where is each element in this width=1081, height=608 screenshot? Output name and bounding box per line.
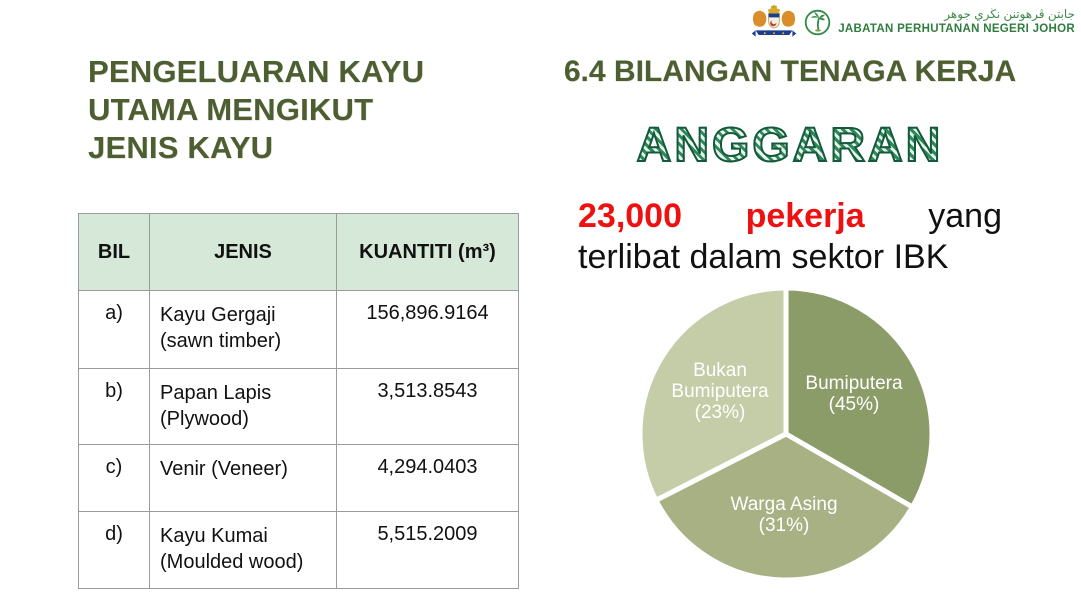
table-cell-jenis: Kayu Kumai (Moulded wood): [149, 511, 337, 589]
column-header-jenis: JENIS: [149, 213, 337, 291]
table-cell-bil: c): [78, 444, 150, 512]
table-cell-bil: d): [78, 511, 150, 589]
timber-table-body: a) Kayu Gergaji (sawn timber) 156,896.9164…: [78, 290, 519, 589]
table-cell-jenis: Kayu Gergaji (sawn timber): [149, 290, 337, 369]
anggaran-wordart: ANGGARAN: [545, 118, 1035, 173]
table-row: d) Kayu Kumai (Moulded wood) 5,515.2009: [78, 511, 519, 589]
workforce-pie-chart: Bumiputera (45%) Warga Asing (31%) Bukan Bumi…: [637, 285, 935, 583]
table-row: c) Venir (Veneer) 4,294.0403: [78, 444, 519, 512]
table-row: b) Papan Lapis (Plywood) 3,513.8543: [78, 368, 519, 445]
pie-label: Bumiputera (45%): [805, 373, 903, 415]
table-cell-kuantiti: 5,515.2009: [336, 511, 519, 589]
department-name-jawi: جابتن ڤرهوتنن نڬري جوهر: [944, 7, 1075, 22]
pie-slice-warga-asing: [653, 431, 915, 583]
left-section-title: PENGELUARAN KAYU UTAMA MENGIKUT JENIS KA…: [88, 54, 425, 165]
table-header-row: BIL JENIS KUANTITI (m³): [78, 213, 519, 291]
column-header-bil: BIL: [78, 213, 150, 291]
workers-statement: 23,000 pekerja yang terlibat dalam sekto…: [578, 196, 1002, 278]
brand-text: جابتن ڤرهوتنن نڬري جوهر JABATAN PERHUTAN…: [838, 7, 1075, 36]
table-cell-bil: a): [78, 290, 150, 369]
table-row: a) Kayu Gergaji (sawn timber) 156,896.9164: [78, 290, 519, 369]
workers-word: pekerja: [745, 197, 865, 235]
johor-crest-icon: [752, 5, 797, 37]
statement-line-1: 23,000 pekerja yang: [578, 196, 1002, 237]
forestry-department-icon: [805, 9, 831, 35]
right-section-title: 6.4 BILANGAN TENAGA KERJA: [563, 55, 1017, 88]
statement-word-yang: yang: [928, 197, 1002, 235]
table-cell-jenis: Papan Lapis (Plywood): [149, 368, 337, 445]
table-cell-kuantiti: 156,896.9164: [336, 290, 519, 369]
column-header-kuantiti: KUANTITI (m³): [336, 213, 519, 291]
table-cell-kuantiti: 3,513.8543: [336, 368, 519, 445]
department-name: JABATAN PERHUTANAN NEGERI JOHOR: [838, 23, 1075, 36]
pie-label: Warga Asing (31%): [730, 494, 837, 536]
timber-production-table: BIL JENIS KUANTITI (m³) a) Kayu Gergaji (…: [78, 213, 519, 589]
statement-line-2: terlibat dalam sektor IBK: [578, 238, 949, 276]
header-brand: جابتن ڤرهوتنن نڬري جوهر JABATAN PERHUTAN…: [751, 4, 1075, 40]
table-cell-bil: b): [78, 368, 150, 445]
pie-slice-bukan-bumiputera: [637, 285, 789, 503]
workers-count: 23,000: [578, 197, 682, 235]
table-cell-jenis: Venir (Veneer): [149, 444, 337, 512]
table-cell-kuantiti: 4,294.0403: [336, 444, 519, 512]
pie-label: Bukan Bumiputera (23%): [671, 360, 769, 423]
